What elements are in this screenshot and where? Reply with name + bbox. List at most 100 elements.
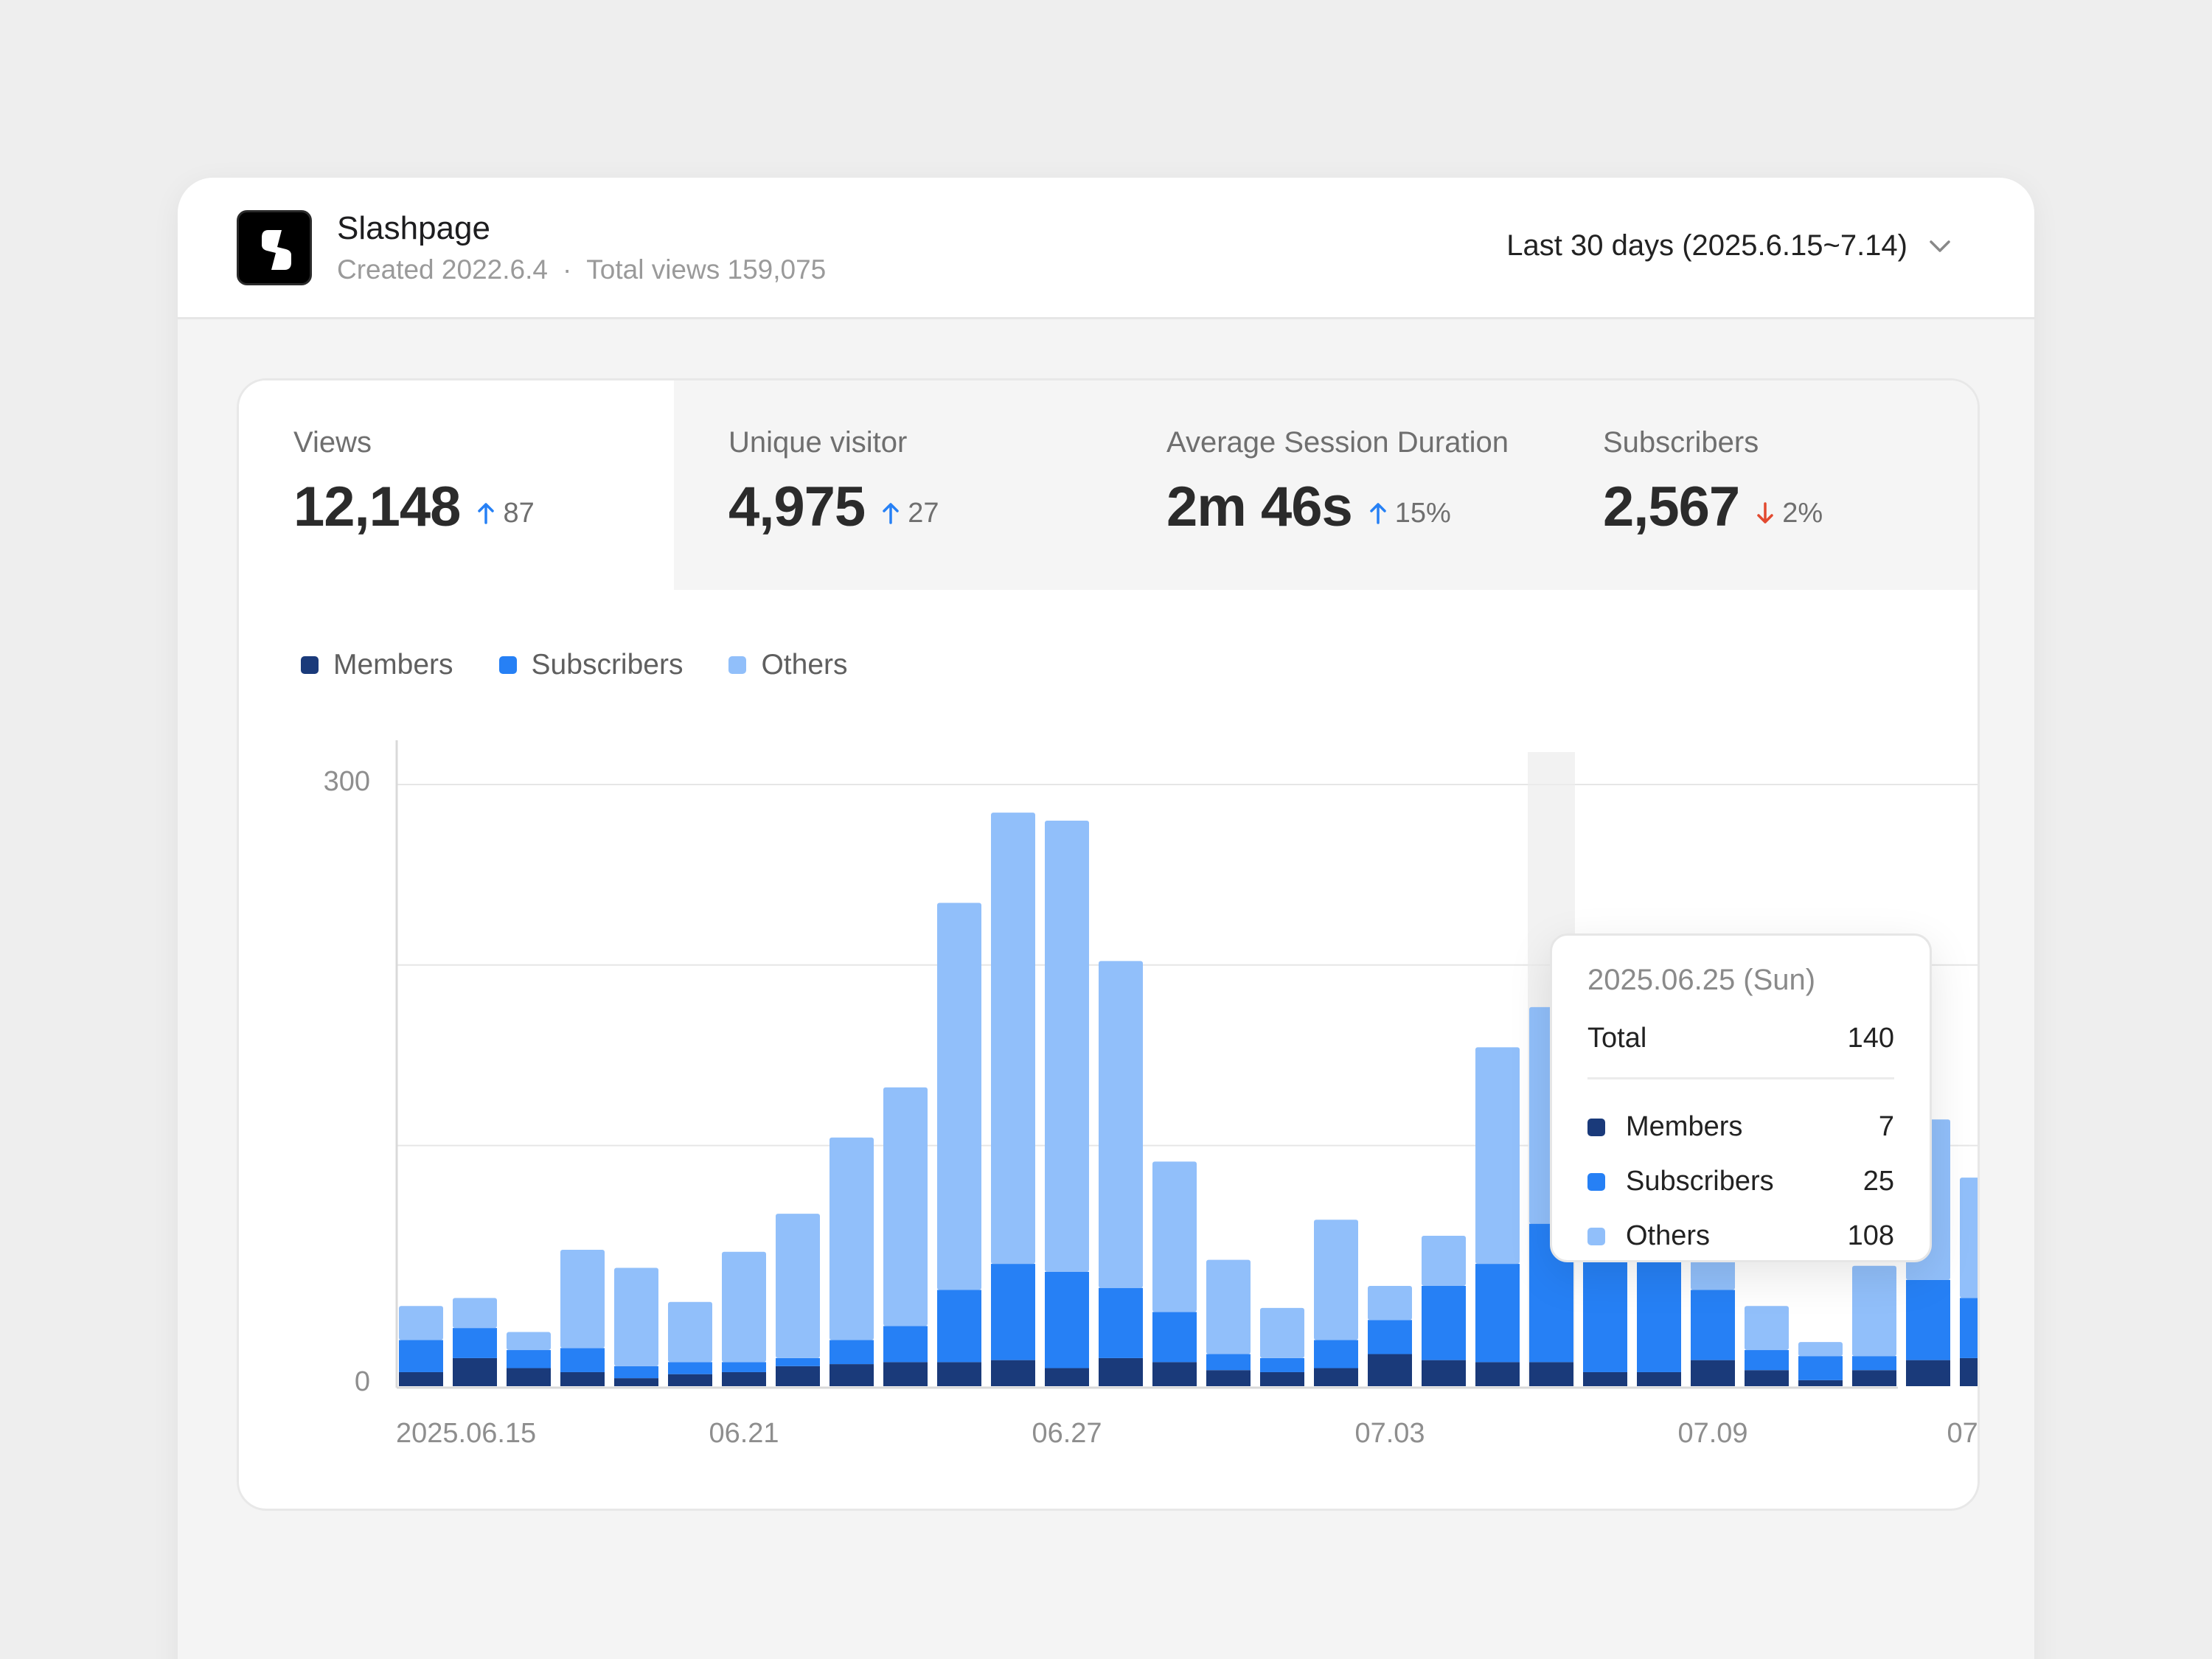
dashboard-window: Slashpage Created 2022.6.4 · Total views 1…: [178, 178, 2034, 1659]
stat-number: 2m 46s: [1166, 476, 1353, 538]
stat-value-row: 2m 46s 15%: [1166, 475, 1451, 539]
bar-subscribers: [722, 1362, 766, 1372]
bar-others: [1852, 1265, 1896, 1357]
bar-members: [399, 1371, 443, 1386]
x-tick-label: 06.27: [1032, 1418, 1102, 1449]
bar-subscribers: [1368, 1320, 1412, 1354]
analytics-card: Views 12,148 87 Unique visitor 4,975 27: [237, 378, 1980, 1511]
bar-others: [668, 1301, 712, 1363]
bar-others: [507, 1332, 551, 1351]
stat-number: 4,975: [728, 476, 866, 538]
bar-others: [399, 1306, 443, 1340]
stat-delta-value: 27: [908, 497, 939, 529]
stat-label: Unique visitor: [728, 426, 908, 459]
tooltip-row-value: 108: [1847, 1220, 1894, 1251]
stat-label: Average Session Duration: [1166, 426, 1509, 459]
stat-delta-value: 87: [503, 497, 535, 529]
tooltip-row-label: Members: [1626, 1111, 1743, 1142]
tooltip-swatch: [1587, 1118, 1605, 1136]
bar-members: [1906, 1360, 1950, 1386]
legend-members[interactable]: Members: [301, 649, 453, 681]
bar-others: [1260, 1307, 1304, 1358]
stat-value-row: 2,567 2%: [1603, 475, 1823, 539]
bar-others: [1099, 961, 1143, 1288]
bar-members: [1529, 1362, 1573, 1386]
app-title: Slashpage: [337, 210, 490, 246]
stat-average-session-duration[interactable]: Average Session Duration 2m 46s 15%: [1112, 380, 1548, 590]
date-range-dropdown[interactable]: Last 30 days (2025.6.15~7.14): [1506, 229, 1953, 262]
bar-others: [1152, 1161, 1197, 1312]
legend-swatch-others: [728, 656, 747, 674]
bar-subscribers: [1314, 1340, 1358, 1368]
stat-subscribers[interactable]: Subscribers 2,567 2%: [1548, 380, 1978, 590]
bar-others: [883, 1087, 928, 1326]
legend-others[interactable]: Others: [728, 649, 848, 681]
bar-members: [1798, 1380, 1843, 1386]
bar-members: [722, 1371, 766, 1386]
arrow-up-icon: [883, 503, 899, 524]
arrow-down-icon: [1757, 502, 1773, 524]
x-tick-label: 07.03: [1354, 1418, 1425, 1449]
bar-subscribers: [1745, 1350, 1789, 1371]
tooltip-swatch: [1587, 1227, 1605, 1245]
bar-subscribers: [991, 1264, 1035, 1360]
slashpage-logo-icon: [237, 210, 312, 285]
arrow-up-icon: [1370, 503, 1386, 524]
bar-members: [1583, 1371, 1627, 1386]
stat-value-row: 4,975 27: [728, 475, 939, 539]
tooltip-total-label: Total: [1587, 1023, 1647, 1054]
bar-others: [1745, 1306, 1789, 1351]
bar-others: [722, 1251, 766, 1363]
bar-others: [830, 1137, 874, 1340]
bar-subscribers: [1960, 1298, 1978, 1358]
stat-value-row: 12,148 87: [293, 475, 535, 539]
bar-subscribers: [1099, 1287, 1143, 1358]
bar-members: [453, 1357, 497, 1386]
bar-subscribers: [1691, 1290, 1735, 1360]
bar-subscribers: [1206, 1354, 1251, 1371]
stat-delta-value: 15%: [1394, 497, 1451, 529]
tooltip-row-subscribers: Subscribers 25: [1587, 1166, 1894, 1197]
tooltip-total-row: Total 140: [1587, 1023, 1894, 1054]
bar-members: [1691, 1360, 1735, 1386]
bar-subscribers: [668, 1362, 712, 1374]
x-tick-label: 07.14: [1947, 1418, 1980, 1449]
stat-delta: 2%: [1756, 498, 1823, 529]
stat-delta: 87: [476, 497, 535, 529]
bar-subscribers: [1906, 1279, 1950, 1360]
y-tick-label: 0: [355, 1366, 370, 1397]
legend-label: Members: [333, 649, 453, 681]
total-views: Total views 159,075: [586, 254, 827, 285]
bar-members: [1475, 1362, 1520, 1386]
legend-subscribers[interactable]: Subscribers: [498, 649, 684, 681]
bar-members: [1314, 1368, 1358, 1386]
bar-members: [1099, 1357, 1143, 1386]
stat-views[interactable]: Views 12,148 87: [239, 380, 674, 590]
bar-subscribers: [1475, 1264, 1520, 1363]
header: Slashpage Created 2022.6.4 · Total views 1…: [178, 178, 2034, 319]
tooltip-row-others: Others 108: [1587, 1220, 1894, 1252]
bar-others: [1798, 1342, 1843, 1357]
bar-others: [776, 1214, 820, 1358]
stat-unique-visitor[interactable]: Unique visitor 4,975 27: [674, 380, 1112, 590]
tooltip-swatch: [1587, 1172, 1605, 1191]
bar-others: [937, 902, 981, 1290]
bar-others: [1045, 820, 1089, 1272]
x-tick-label: 2025.06.15: [396, 1418, 536, 1449]
bar-others: [1314, 1220, 1358, 1340]
bar-subscribers: [776, 1357, 820, 1366]
bar-others: [614, 1267, 658, 1366]
bar-subscribers: [1422, 1286, 1466, 1360]
bar-others: [453, 1298, 497, 1329]
bar-members: [1152, 1362, 1197, 1386]
bar-others: [1475, 1047, 1520, 1265]
legend-label: Subscribers: [531, 649, 684, 681]
bar-others: [991, 813, 1035, 1265]
bar-subscribers: [1260, 1357, 1304, 1372]
bar-subscribers: [830, 1340, 874, 1365]
bar-members: [991, 1360, 1035, 1386]
bar-subscribers: [453, 1328, 497, 1358]
meta-separator: ·: [562, 254, 572, 285]
bar-members: [830, 1364, 874, 1386]
bar-members: [614, 1378, 658, 1386]
